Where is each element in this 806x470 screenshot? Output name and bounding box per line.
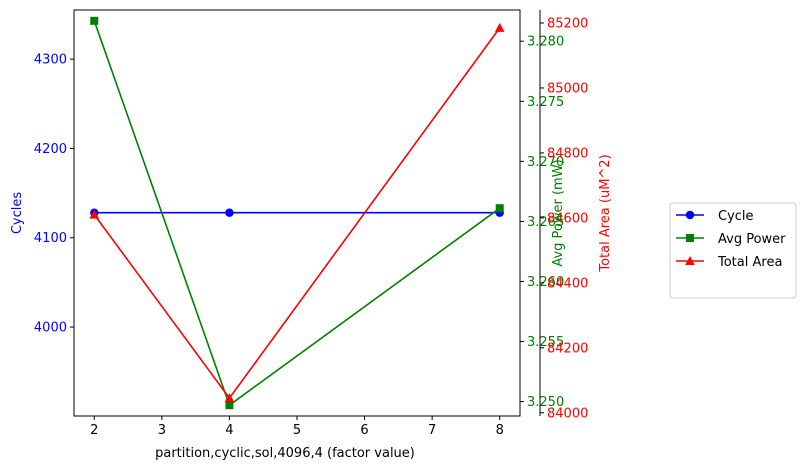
y-tick-label-cycles: 4100 bbox=[34, 231, 67, 246]
y-tick-label-power: 3.260 bbox=[527, 275, 564, 290]
x-axis: 2 3 4 5 6 7 8 bbox=[90, 416, 504, 438]
data-point-total-area bbox=[494, 22, 505, 32]
y-tick-label-area: 84400 bbox=[547, 276, 588, 291]
y-tick-label-area: 85200 bbox=[547, 16, 588, 31]
data-point-avg-power bbox=[90, 16, 99, 25]
x-axis-label: partition,cyclic,sol,4096,4 (factor valu… bbox=[155, 446, 415, 461]
x-tick-label: 4 bbox=[225, 423, 233, 438]
y-tick-label-area: 84200 bbox=[547, 341, 588, 356]
y-axis-area: 84000 84200 84400 84600 84800 85000 85200 bbox=[539, 10, 588, 421]
y-axis-label-area: Total Area (uM^2) bbox=[598, 154, 613, 272]
y-tick-label-power: 3.265 bbox=[527, 215, 564, 230]
x-tick-label: 6 bbox=[360, 423, 368, 438]
legend-marker bbox=[686, 234, 694, 242]
y-tick-label-power: 3.270 bbox=[527, 155, 564, 170]
legend-item-avg-power: Avg Power bbox=[676, 232, 786, 247]
legend-items: Cycle Avg Power Total Area bbox=[676, 209, 786, 270]
series-cycle bbox=[90, 208, 504, 217]
x-tick-label: 8 bbox=[496, 423, 504, 438]
data-point-avg-power bbox=[495, 204, 504, 213]
legend-frame bbox=[669, 202, 797, 299]
y-tick-label-cycles: 4300 bbox=[34, 53, 67, 68]
y-tick-label-cycles: 4000 bbox=[34, 321, 67, 336]
y-tick-label-power: 3.250 bbox=[527, 395, 564, 410]
series-layer bbox=[89, 16, 505, 410]
x-tick-label: 5 bbox=[293, 423, 301, 438]
y-tick-label-power: 3.255 bbox=[527, 335, 564, 350]
y-tick-label-area: 85000 bbox=[547, 81, 588, 96]
data-point-total-area bbox=[224, 393, 235, 403]
y-tick-label-area: 84000 bbox=[547, 406, 588, 421]
data-point-avg-power bbox=[225, 401, 234, 410]
legend-marker bbox=[685, 256, 695, 265]
legend-label: Cycle bbox=[718, 209, 754, 224]
legend: Cycle Avg Power Total Area bbox=[669, 202, 797, 299]
y-tick-label-power: 3.275 bbox=[527, 95, 564, 110]
series-avg-power bbox=[90, 16, 504, 410]
y-axis-power: 3.250 3.255 3.260 3.265 3.270 3.275 3.280 bbox=[520, 35, 564, 410]
x-tick-label: 2 bbox=[90, 423, 98, 438]
plot-area bbox=[73, 9, 521, 417]
x-tick-label: 3 bbox=[158, 423, 166, 438]
legend-item-total-area: Total Area bbox=[676, 255, 782, 270]
legend-label: Avg Power bbox=[718, 232, 786, 247]
series-total-area bbox=[89, 22, 505, 403]
data-point-total-area bbox=[89, 209, 100, 219]
y-tick-label-area: 84800 bbox=[547, 146, 588, 161]
y-axis-label-power: Avg Power (mW) bbox=[551, 159, 566, 266]
x-tick-label: 7 bbox=[428, 423, 436, 438]
legend-label: Total Area bbox=[717, 255, 782, 270]
y-tick-label-power: 3.280 bbox=[527, 35, 564, 50]
y-tick-label-area: 84600 bbox=[547, 211, 588, 226]
legend-item-cycle: Cycle bbox=[676, 209, 754, 224]
data-point-cycle bbox=[225, 208, 234, 217]
y-axis-cycles: 4000 4100 4200 4300 bbox=[34, 53, 74, 336]
legend-marker bbox=[685, 210, 695, 220]
y-axis-label-cycles: Cycles bbox=[10, 192, 25, 235]
y-tick-label-cycles: 4200 bbox=[34, 142, 67, 157]
